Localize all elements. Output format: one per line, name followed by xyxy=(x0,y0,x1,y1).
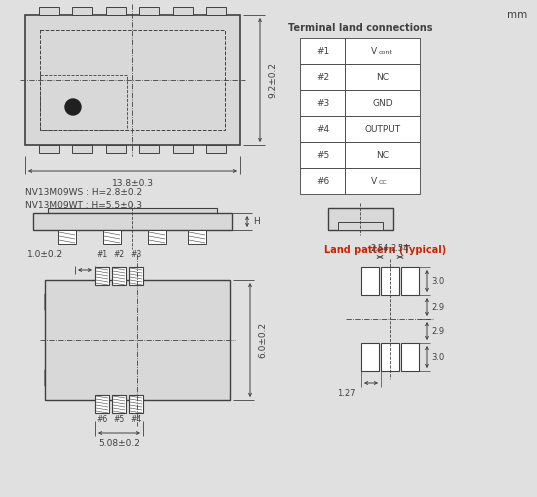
Bar xyxy=(58,230,76,244)
Bar xyxy=(300,116,345,142)
Wedge shape xyxy=(222,294,230,310)
Bar xyxy=(361,343,379,371)
Bar xyxy=(361,267,379,295)
Bar xyxy=(72,145,92,153)
Bar xyxy=(40,75,127,130)
Bar xyxy=(148,230,166,244)
Bar xyxy=(345,168,420,194)
Text: #1: #1 xyxy=(97,250,107,259)
Circle shape xyxy=(65,99,81,115)
Text: 1.0±0.2: 1.0±0.2 xyxy=(27,250,63,259)
Bar xyxy=(40,30,225,130)
Bar xyxy=(45,280,230,400)
Bar xyxy=(338,222,383,230)
Bar xyxy=(345,38,420,64)
Wedge shape xyxy=(222,370,230,386)
Bar xyxy=(381,343,399,371)
Bar xyxy=(112,267,126,285)
Text: H: H xyxy=(253,217,260,226)
Text: NC: NC xyxy=(376,73,389,82)
Text: GND: GND xyxy=(372,98,393,107)
Text: #3: #3 xyxy=(130,250,142,259)
Text: 2.9: 2.9 xyxy=(431,303,444,312)
Text: 5.08±0.2: 5.08±0.2 xyxy=(98,439,140,448)
Text: #5: #5 xyxy=(113,415,125,424)
Bar xyxy=(129,267,143,285)
Text: Terminal land connections: Terminal land connections xyxy=(288,23,432,33)
Text: 2.54: 2.54 xyxy=(371,244,389,253)
Bar xyxy=(129,395,143,413)
Bar xyxy=(139,145,159,153)
Text: 2.9: 2.9 xyxy=(431,327,444,335)
Text: 13.8±0.3: 13.8±0.3 xyxy=(112,179,154,188)
Bar xyxy=(106,7,126,15)
Text: V: V xyxy=(372,47,378,56)
Bar xyxy=(95,395,109,413)
Bar xyxy=(25,15,240,145)
Bar xyxy=(300,142,345,168)
Text: CC: CC xyxy=(379,180,387,185)
Text: 2.54: 2.54 xyxy=(391,244,409,253)
Bar xyxy=(48,208,217,213)
Text: 6.0±0.2: 6.0±0.2 xyxy=(258,322,267,358)
Bar xyxy=(300,64,345,90)
Text: 3.0: 3.0 xyxy=(431,276,444,285)
Bar xyxy=(173,7,193,15)
Text: 3.0: 3.0 xyxy=(431,352,444,361)
Text: cont: cont xyxy=(379,51,393,56)
Bar xyxy=(401,267,419,295)
Bar xyxy=(112,395,126,413)
Text: #1: #1 xyxy=(316,47,329,56)
Bar xyxy=(345,116,420,142)
Bar xyxy=(103,230,121,244)
Text: #6: #6 xyxy=(96,415,107,424)
Text: mm: mm xyxy=(507,10,527,20)
Bar xyxy=(381,267,399,295)
Text: 9.2±0.2: 9.2±0.2 xyxy=(268,62,277,98)
Text: #4: #4 xyxy=(316,125,329,134)
Bar xyxy=(106,145,126,153)
Wedge shape xyxy=(45,294,53,310)
Bar xyxy=(95,267,109,285)
Bar xyxy=(345,64,420,90)
Bar xyxy=(345,90,420,116)
Bar xyxy=(139,7,159,15)
Bar xyxy=(300,168,345,194)
Text: #5: #5 xyxy=(316,151,329,160)
Bar xyxy=(173,145,193,153)
Bar xyxy=(206,145,227,153)
Bar xyxy=(72,7,92,15)
Wedge shape xyxy=(45,370,53,386)
Text: #4: #4 xyxy=(130,415,142,424)
Bar xyxy=(401,343,419,371)
Bar xyxy=(188,230,206,244)
Text: #3: #3 xyxy=(316,98,329,107)
Text: NC: NC xyxy=(376,151,389,160)
Text: OUTPUT: OUTPUT xyxy=(365,125,401,134)
Text: #6: #6 xyxy=(316,176,329,185)
Text: #2: #2 xyxy=(113,250,125,259)
Text: NV13M09WT : H=5.5±0.3: NV13M09WT : H=5.5±0.3 xyxy=(25,201,142,210)
Text: NV13M09WS : H=2.8±0.2: NV13M09WS : H=2.8±0.2 xyxy=(25,188,142,197)
Bar xyxy=(300,38,345,64)
Bar xyxy=(39,145,59,153)
Bar xyxy=(33,213,232,230)
Text: V: V xyxy=(372,176,378,185)
Bar xyxy=(345,142,420,168)
Bar xyxy=(206,7,227,15)
Text: #2: #2 xyxy=(316,73,329,82)
Bar xyxy=(300,90,345,116)
Text: Land pattern (Typical): Land pattern (Typical) xyxy=(324,245,446,255)
Text: 1.27: 1.27 xyxy=(337,389,356,398)
Bar xyxy=(39,7,59,15)
Bar xyxy=(328,208,393,230)
